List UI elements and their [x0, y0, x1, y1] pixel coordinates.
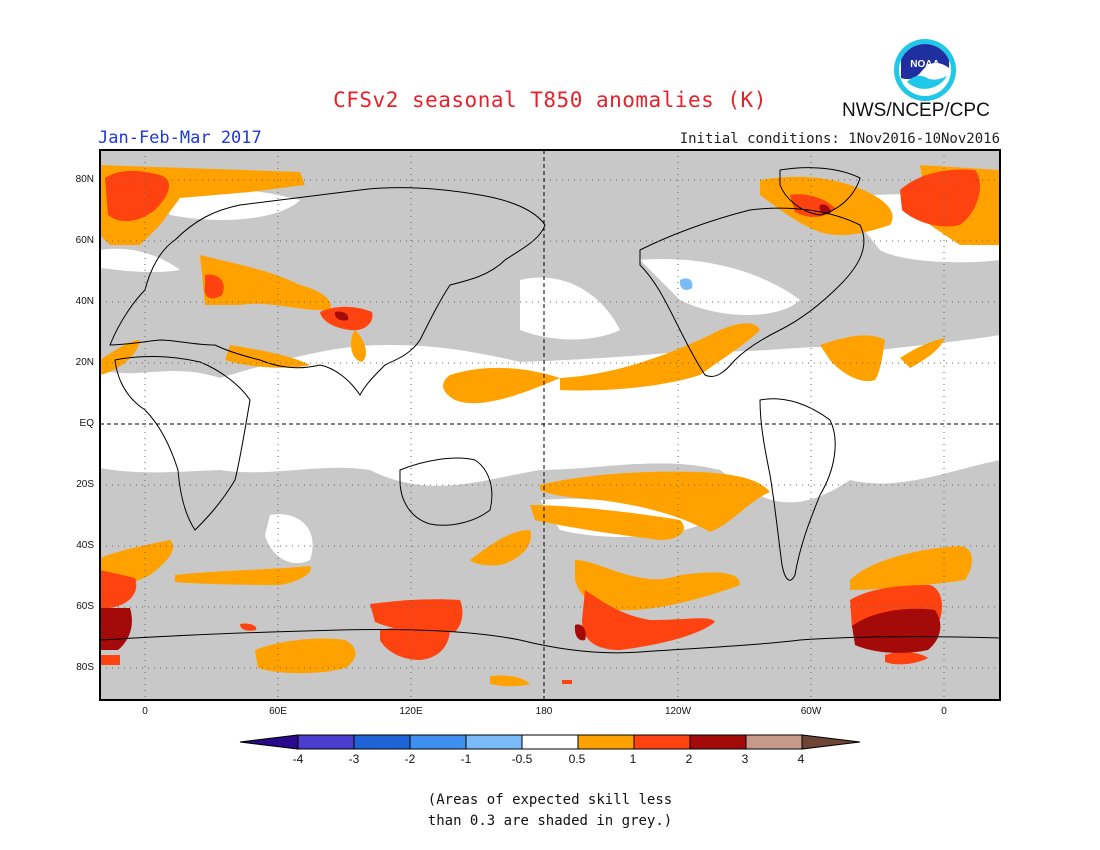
lat-label: 20S: [76, 479, 94, 490]
colorbar-label: 1: [629, 752, 637, 766]
lat-label: 60N: [75, 235, 94, 246]
colorbar-label: -0.5: [511, 752, 533, 766]
agency-label: NWS/NCEP/CPC: [842, 100, 990, 121]
lat-label: 20N: [75, 357, 94, 368]
colorbar-label: 0.5: [568, 752, 586, 766]
colorbar-label: -2: [404, 752, 416, 766]
lon-label: 120W: [664, 706, 692, 717]
colorbar-label: -4: [292, 752, 304, 766]
colorbar-swatch: [465, 734, 523, 750]
forecast-period: Jan-Feb-Mar 2017: [98, 128, 262, 148]
lat-label: 60S: [76, 601, 94, 612]
lat-label: 80N: [75, 174, 94, 185]
colorbar-swatch: [297, 734, 355, 750]
colorbar-label: -1: [460, 752, 472, 766]
map-shading: [100, 150, 1000, 700]
lon-label: 60E: [269, 706, 287, 717]
skill-note-line2: than 0.3 are shaded in grey.): [427, 813, 673, 829]
chart-title: CFSv2 seasonal T850 anomalies (K): [333, 88, 767, 112]
noaa-logo: NOAA: [894, 39, 956, 101]
colorbar-label: -3: [348, 752, 360, 766]
coastlines: [100, 167, 1000, 654]
colorbar-swatch: [577, 734, 635, 750]
noaa-logo-text: NOAA: [910, 59, 939, 70]
initial-conditions: Initial conditions: 1Nov2016-10Nov2016: [679, 131, 1000, 147]
colorbar-label: 2: [685, 752, 693, 766]
colorbar-arrow-high: [801, 734, 861, 750]
lat-label: 40S: [76, 540, 94, 551]
colorbar-label: 4: [797, 752, 805, 766]
negative-anomaly-spot: [679, 278, 693, 290]
colorbar-label: 3: [741, 752, 749, 766]
map-frame: [99, 149, 1001, 701]
lat-label: EQ: [79, 418, 94, 429]
gridlines: [100, 150, 1000, 700]
skill-note: (Areas of expected skill less than 0.3 a…: [0, 790, 1100, 832]
colorbar-swatch: [409, 734, 467, 750]
colorbar-swatch: [745, 734, 803, 750]
lat-label: 80S: [76, 662, 94, 673]
reference-lines: [100, 150, 1000, 700]
lon-label: 180: [535, 706, 553, 717]
lon-label: 0: [142, 706, 148, 717]
lon-label: 120E: [399, 706, 423, 717]
lat-label: 40N: [75, 296, 94, 307]
skill-note-line1: (Areas of expected skill less: [427, 792, 673, 808]
lon-label: 60W: [800, 706, 822, 717]
colorbar-arrow-low: [239, 734, 299, 750]
colorbar-swatch: [521, 734, 579, 750]
colorbar-swatch: [689, 734, 747, 750]
colorbar-swatch: [633, 734, 691, 750]
lon-label: 0: [941, 706, 947, 717]
colorbar-swatch: [353, 734, 411, 750]
